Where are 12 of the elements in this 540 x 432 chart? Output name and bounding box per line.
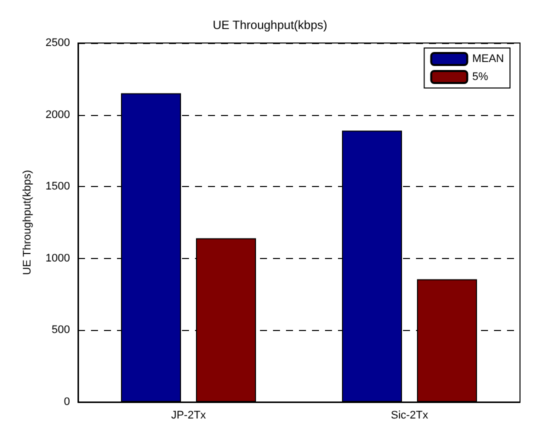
x-tick-label: JP-2Tx	[171, 410, 206, 422]
y-tick-label: 1000	[46, 252, 70, 264]
legend-label: MEAN	[472, 53, 504, 65]
y-axis-title: UE Throughput(kbps)	[22, 170, 34, 275]
x-tick-label: Sic-2Tx	[390, 410, 429, 422]
y-tick-label: 1500	[46, 180, 70, 193]
y-tick-label: 500	[52, 324, 70, 336]
y-tick-label: 2500	[46, 37, 70, 49]
chart-title: UE Throughput(kbps)	[212, 18, 328, 32]
y-tick-label: 2000	[46, 108, 70, 121]
y-tick-label: 0	[64, 396, 70, 408]
legend-label: 5%	[472, 71, 488, 83]
